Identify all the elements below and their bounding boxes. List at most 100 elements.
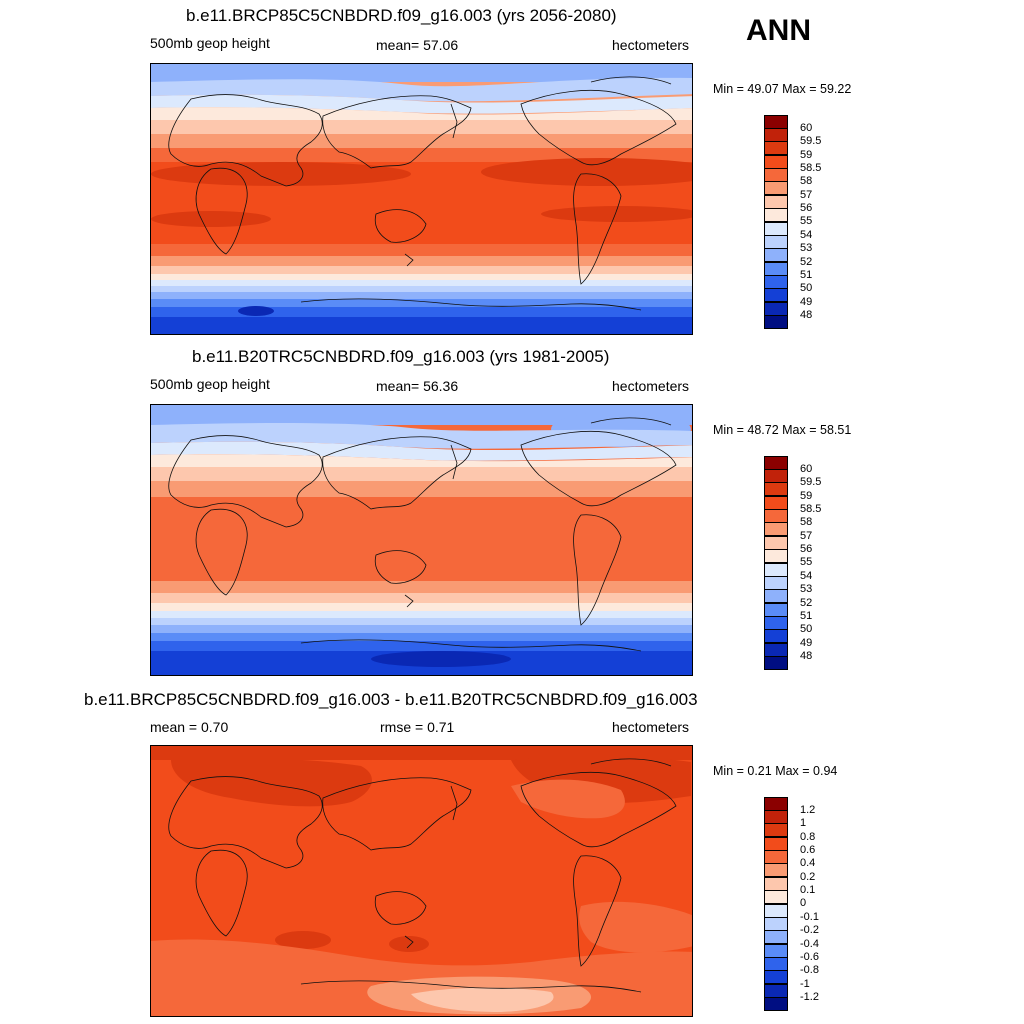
panel-control-variable-label: 500mb geop height (150, 376, 270, 392)
colorbar-tick-label: 58.5 (800, 503, 822, 515)
colorbar-tick-label: 60 (800, 463, 813, 475)
colorbar-swatch (764, 837, 788, 851)
panel-test-map (150, 63, 693, 335)
colorbar-tick-label: 49 (800, 296, 813, 308)
colorbar-swatch (764, 262, 788, 276)
colorbar-swatch (764, 208, 788, 222)
colorbar-tick-label: 52 (800, 597, 813, 609)
colorbar-swatch (764, 944, 788, 958)
colorbar-tick-label: 0.4 (800, 857, 816, 869)
colorbar-tick-label: -0.4 (800, 938, 819, 950)
colorbar-swatch (764, 863, 788, 877)
colorbar-swatch (764, 115, 788, 129)
colorbar-swatch (764, 549, 788, 563)
colorbar-swatch (764, 181, 788, 195)
colorbar-tick-label: 49 (800, 637, 813, 649)
colorbar-tick-label: 55 (800, 556, 813, 568)
colorbar-tick-label: -1.2 (800, 991, 819, 1003)
colorbar-tick-label: 58 (800, 516, 813, 528)
colorbar-tick-label: 1.2 (800, 804, 816, 816)
colorbar-swatch (764, 128, 788, 142)
colorbar-tick-label: 56 (800, 543, 813, 555)
colorbar-tick-label: 58 (800, 175, 813, 187)
colorbar-tick-label: 53 (800, 242, 813, 254)
colorbar-tick-label: -1 (800, 978, 810, 990)
colorbar-tick-label: 51 (800, 269, 813, 281)
panel-difference-contour-field (151, 746, 692, 1016)
colorbar-swatch (764, 195, 788, 209)
colorbar-tick-label: 50 (800, 623, 813, 635)
colorbar-swatch (764, 522, 788, 536)
colorbar-tick-label: 57 (800, 189, 813, 201)
colorbar-swatch (764, 850, 788, 864)
colorbar-swatch (764, 288, 788, 302)
colorbar-swatch (764, 456, 788, 470)
colorbar-tick-label: 59 (800, 490, 813, 502)
panel-test-variable-label: 500mb geop height (150, 35, 270, 51)
panel-difference-colorbar: 1.2 1 0.8 0.6 0.4 0.2 0.1 0 -0.1 -0.2 -0… (764, 797, 819, 1011)
colorbar-tick-label: 48 (800, 309, 813, 321)
colorbar-swatch (764, 997, 788, 1011)
colorbar-swatch (764, 141, 788, 155)
colorbar-tick-label: 0.2 (800, 871, 816, 883)
colorbar-swatch (764, 823, 788, 837)
colorbar-swatch (764, 509, 788, 523)
colorbar-tick-label: 51 (800, 610, 813, 622)
panel-control-contour-field (151, 405, 692, 675)
panel-control-minmax: Min = 48.72 Max = 58.51 (713, 423, 852, 437)
colorbar-tick-label: 53 (800, 583, 813, 595)
panel-difference-minmax: Min = 0.21 Max = 0.94 (713, 764, 838, 778)
colorbar-swatch (764, 235, 788, 249)
colorbar-swatch (764, 629, 788, 643)
panel-difference-map (150, 745, 693, 1017)
colorbar-swatch (764, 302, 788, 316)
panel-control-title: b.e11.B20TRC5CNBDRD.f09_g16.003 (yrs 198… (192, 347, 610, 366)
season-label: ANN (746, 14, 811, 47)
colorbar-tick-label: 0.1 (800, 884, 816, 896)
colorbar-tick-label: 58.5 (800, 162, 822, 174)
colorbar-tick-label: 59 (800, 149, 813, 161)
colorbar-tick-label: 50 (800, 282, 813, 294)
colorbar-swatch (764, 603, 788, 617)
colorbar-swatch (764, 656, 788, 670)
colorbar-tick-label: 56 (800, 202, 813, 214)
colorbar-tick-label: 57 (800, 530, 813, 542)
colorbar-tick-label: 1 (800, 817, 807, 829)
colorbar-tick-label: -0.1 (800, 911, 819, 923)
colorbar-tick-label: 60 (800, 122, 813, 134)
colorbar-swatch (764, 482, 788, 496)
panel-control-map (150, 404, 693, 676)
colorbar-swatch (764, 469, 788, 483)
panel-difference-mean-label: mean = 0.70 (150, 719, 229, 735)
panel-difference-rmse-label: rmse = 0.71 (380, 719, 455, 735)
colorbar-swatch (764, 576, 788, 590)
colorbar-swatch (764, 616, 788, 630)
panel-test-title: b.e11.BRCP85C5CNBDRD.f09_g16.003 (yrs 20… (186, 6, 617, 25)
panel-difference-units-label: hectometers (612, 719, 690, 735)
colorbar-tick-label: -0.8 (800, 964, 819, 976)
colorbar-swatch (764, 563, 788, 577)
colorbar-swatch (764, 168, 788, 182)
colorbar-swatch (764, 930, 788, 944)
panel-test-contour-field (151, 64, 692, 334)
colorbar-tick-label: 48 (800, 650, 813, 662)
panel-test-colorbar: 60 59.5 59 58.5 58 57 56 55 54 53 52 51 … (764, 115, 821, 329)
colorbar-swatch (764, 248, 788, 262)
colorbar-tick-label: 0 (800, 897, 807, 909)
colorbar-tick-label: 59.5 (800, 135, 822, 147)
colorbar-tick-label: -0.2 (800, 924, 819, 936)
panel-test-minmax: Min = 49.07 Max = 59.22 (713, 82, 852, 96)
colorbar-swatch (764, 155, 788, 169)
colorbar-tick-label: 55 (800, 215, 813, 227)
colorbar-swatch (764, 315, 788, 329)
panel-test-units-label: hectometers (612, 37, 690, 53)
colorbar-swatch (764, 589, 788, 603)
colorbar-tick-label: 0.8 (800, 831, 816, 843)
colorbar-tick-label: 54 (800, 570, 813, 582)
colorbar-tick-label: 54 (800, 229, 813, 241)
panel-control-units-label: hectometers (612, 378, 690, 394)
colorbar-swatch (764, 810, 788, 824)
panel-difference-title: b.e11.BRCP85C5CNBDRD.f09_g16.003 - b.e11… (84, 690, 698, 709)
panel-control-mean-label: mean= 56.36 (376, 378, 459, 394)
colorbar-swatch (764, 890, 788, 904)
